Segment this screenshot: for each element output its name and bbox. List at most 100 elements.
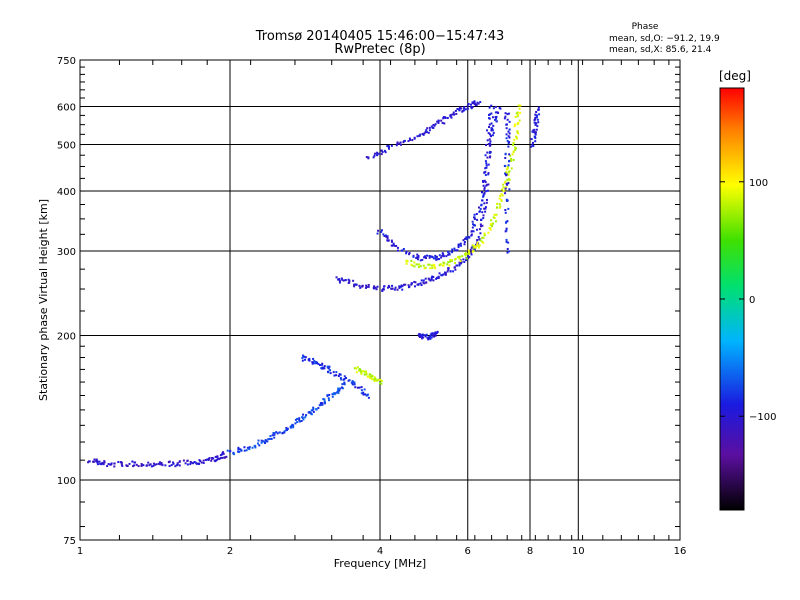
data-point [311,362,314,365]
data-point [222,451,225,454]
x-tick-label: 10 [572,546,585,557]
data-point [473,245,476,248]
data-point [233,453,236,456]
data-point [440,119,443,122]
data-point [531,130,534,133]
data-point [442,273,445,276]
data-point [338,279,341,282]
data-point [391,284,394,287]
data-point [373,379,376,382]
data-point [484,173,487,176]
data-point [460,261,463,264]
data-point [505,199,508,202]
data-point [362,370,365,373]
data-point [395,144,398,147]
data-point [483,232,486,235]
data-point [486,129,489,132]
data-point [485,144,488,147]
data-point [498,197,501,200]
data-point [383,235,386,238]
data-point [507,112,510,115]
data-point [335,371,338,374]
data-point [489,223,492,226]
data-point [258,444,261,447]
data-point [532,131,535,134]
data-point [483,179,486,182]
data-point [204,458,207,461]
data-point [413,265,416,268]
data-point [380,153,383,156]
data-point [391,240,394,243]
data-point [134,461,137,464]
data-point [365,285,368,288]
data-point [505,174,508,177]
data-point [473,101,476,104]
data-point [516,137,519,140]
data-point [538,113,541,116]
data-point [321,362,324,365]
data-point [356,366,359,369]
data-point [476,228,479,231]
data-point [489,228,492,231]
data-point [365,156,368,159]
data-point [482,236,485,239]
data-point [481,211,484,214]
data-point [456,256,459,259]
data-point [312,361,315,364]
data-point [506,183,509,186]
data-point [208,457,211,460]
data-point [490,104,493,107]
data-point [355,367,358,370]
data-point [459,260,462,263]
data-point [453,266,456,269]
data-point [501,194,504,197]
data-point [312,357,315,360]
data-point [323,365,326,368]
data-point [491,116,494,119]
data-point [441,252,444,255]
grid-lines [80,60,680,540]
data-point [100,463,103,466]
data-point [500,199,503,202]
data-point [407,140,410,143]
data-point [350,381,353,384]
data-point [337,389,340,392]
data-point [356,386,359,389]
data-point [353,283,356,286]
data-point [348,379,351,382]
data-point [268,437,271,440]
data-point [493,213,496,216]
x-tick-label: 1 [77,546,83,557]
data-point [505,123,508,126]
data-point [452,270,455,273]
data-point [413,285,416,288]
data-point [152,462,155,465]
data-point [440,274,443,277]
data-point [428,126,431,129]
data-point [317,407,320,410]
data-point [531,141,534,144]
data-point [452,111,455,114]
data-point [358,284,361,287]
data-point [500,198,503,201]
data-point [472,246,475,249]
data-point [448,264,451,267]
data-point [434,256,437,259]
data-point [454,257,457,260]
data-point [420,279,423,282]
data-point [469,248,472,251]
data-point [506,178,509,181]
data-point [507,142,510,145]
data-point [510,157,513,160]
data-point [471,220,474,223]
data-point [512,158,515,161]
data-point [273,432,276,435]
y-tick-label: 75 [63,536,76,547]
data-point [376,151,379,154]
data-point [467,249,470,252]
data-point [488,123,491,126]
data-point [272,432,275,435]
data-point [450,250,453,253]
data-point [210,459,213,462]
data-point [430,125,433,128]
